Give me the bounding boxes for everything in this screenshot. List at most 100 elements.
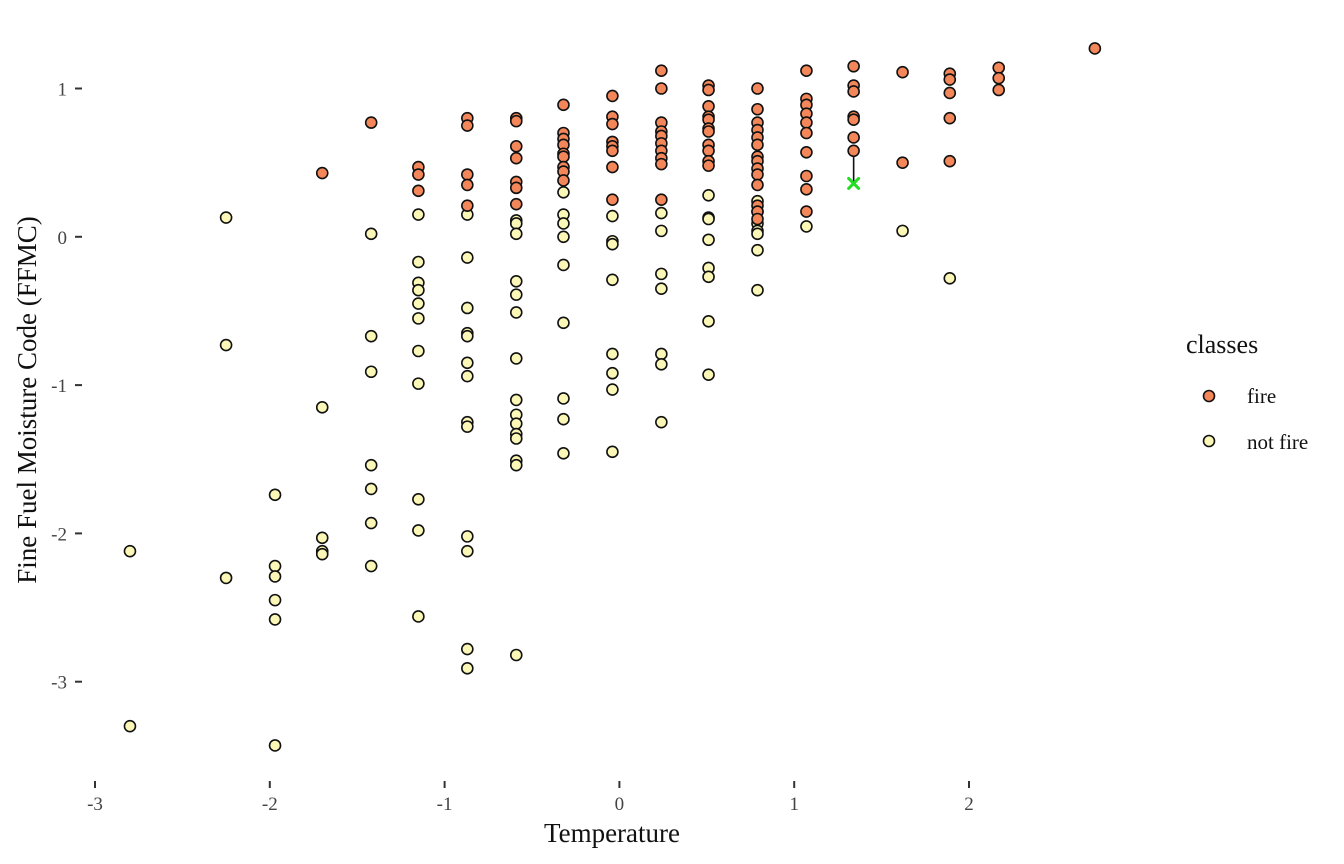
point-fire	[992, 71, 1006, 85]
point-not-fire	[606, 209, 619, 223]
point-fire	[606, 160, 619, 174]
point-fire	[606, 89, 619, 103]
y-tick-label: -3	[51, 673, 67, 694]
point-not-fire	[268, 488, 282, 502]
point-not-fire	[702, 315, 715, 328]
point-fire	[606, 144, 619, 158]
point-not-fire	[268, 593, 282, 607]
query-marker-stroke	[847, 176, 861, 190]
x-axis-ticks: -3 -2 -1 0 1 2	[87, 781, 974, 815]
point-fire	[606, 117, 619, 131]
point-not-fire	[315, 547, 329, 561]
point-not-fire	[364, 365, 378, 379]
point-not-fire	[219, 571, 233, 585]
point-not-fire	[557, 186, 570, 199]
point-not-fire	[461, 420, 474, 433]
x-tick-label: -1	[437, 794, 453, 815]
point-not-fire	[219, 211, 233, 224]
legend: classes fire not fire	[1186, 330, 1308, 454]
point-not-fire	[509, 274, 523, 288]
point-not-fire	[461, 251, 474, 264]
point-not-fire	[509, 352, 523, 365]
point-fire	[702, 144, 715, 158]
point-fire	[847, 113, 860, 126]
point-not-fire	[655, 224, 668, 238]
point-fire	[557, 98, 570, 112]
point-fire	[896, 65, 909, 79]
legend-label-fire: fire	[1247, 384, 1276, 408]
point-not-fire	[606, 237, 619, 251]
point-fire	[943, 111, 957, 125]
point-not-fire	[509, 432, 523, 445]
point-not-fire	[461, 369, 474, 383]
y-tick-label: 1	[58, 80, 68, 101]
point-not-fire	[364, 458, 378, 472]
point-fire	[896, 156, 909, 169]
point-fire	[1088, 42, 1102, 55]
point-fire	[800, 205, 813, 218]
x-tick-label: 0	[615, 794, 625, 815]
point-not-fire	[800, 220, 813, 233]
point-not-fire	[219, 338, 233, 352]
point-not-fire	[557, 392, 570, 405]
point-not-fire	[412, 297, 425, 310]
y-tick-label: -2	[51, 524, 67, 545]
point-fire	[751, 212, 764, 226]
point-not-fire	[364, 227, 378, 241]
point-not-fire	[412, 610, 425, 623]
point-fire	[655, 157, 668, 171]
point-not-fire	[412, 524, 425, 537]
legend-key-fire	[1202, 389, 1216, 403]
point-not-fire	[751, 227, 764, 241]
point-not-fire	[412, 255, 425, 269]
point-not-fire	[461, 301, 474, 315]
point-fire	[557, 150, 570, 164]
point-not-fire	[509, 458, 523, 472]
point-not-fire	[557, 230, 570, 244]
point-fire	[751, 178, 764, 192]
y-tick-label: 0	[58, 228, 68, 249]
point-fire	[461, 199, 474, 212]
plot-panel: -3 -2 -1 0 1 2 -3 -2 -1 0 1	[51, 42, 1102, 815]
x-tick-label: 1	[789, 794, 799, 815]
point-not-fire	[702, 270, 715, 284]
point-fire	[992, 83, 1006, 97]
x-tick-label: 2	[964, 794, 974, 815]
point-not-fire	[412, 377, 425, 390]
point-not-fire	[412, 208, 425, 221]
point-not-fire	[557, 412, 570, 426]
point-fire	[943, 154, 957, 168]
point-not-fire	[751, 243, 764, 257]
point-not-fire	[702, 233, 715, 247]
point-not-fire	[509, 393, 523, 407]
point-fire	[800, 169, 813, 183]
point-fire	[509, 114, 523, 128]
point-not-fire	[461, 662, 474, 675]
point-not-fire	[509, 227, 523, 241]
point-fire	[800, 64, 813, 78]
point-not-fire	[606, 366, 619, 380]
point-fire	[702, 125, 715, 138]
point-fire	[800, 126, 813, 140]
point-not-fire	[943, 272, 957, 285]
point-fire	[847, 59, 860, 73]
point-not-fire	[461, 642, 474, 656]
point-not-fire	[412, 312, 425, 325]
point-fire	[412, 184, 425, 198]
point-not-fire	[268, 559, 282, 573]
point-not-fire	[896, 224, 909, 238]
point-fire	[800, 183, 813, 196]
point-fire	[655, 82, 668, 95]
point-not-fire	[702, 368, 715, 382]
point-fire	[943, 86, 957, 100]
point-not-fire	[461, 544, 474, 558]
point-not-fire	[412, 492, 425, 506]
point-fire	[847, 131, 860, 144]
point-not-fire	[606, 445, 619, 459]
point-fire	[315, 166, 329, 180]
point-not-fire	[606, 347, 619, 361]
point-not-fire	[655, 347, 668, 361]
point-fire	[557, 174, 570, 187]
point-fire	[751, 82, 764, 95]
